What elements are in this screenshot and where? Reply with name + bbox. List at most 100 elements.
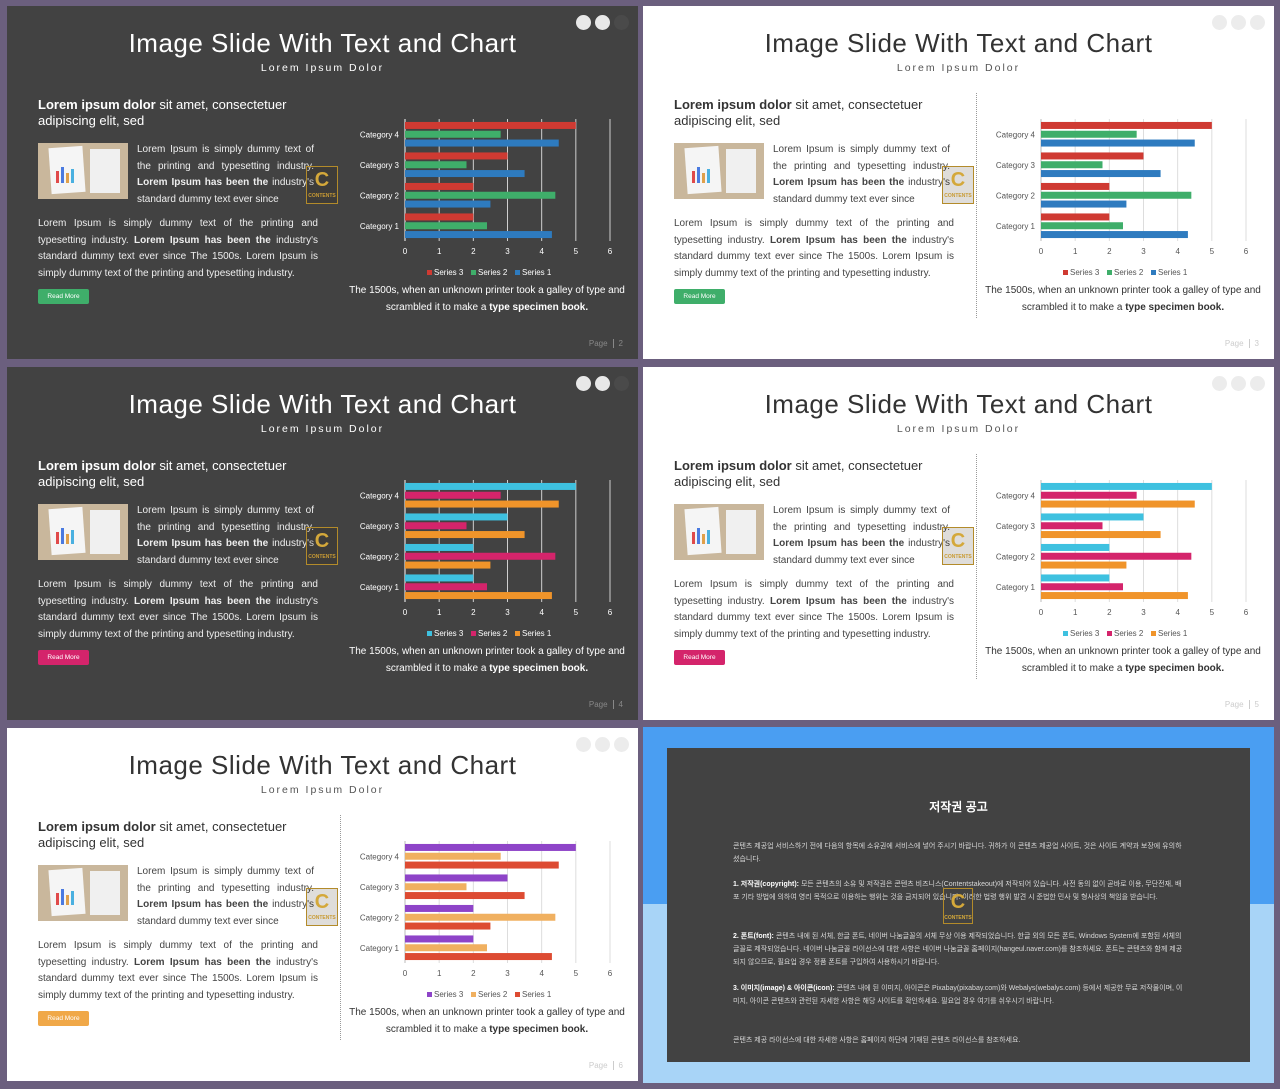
bar-series-2-category-4 — [405, 852, 501, 860]
bar-series-3-category-2 — [405, 182, 474, 190]
read-more-button[interactable]: Read More — [38, 289, 89, 304]
page-number-value: 4 — [618, 699, 623, 709]
x-tick-label: 3 — [505, 608, 510, 617]
toolbar-icons — [1212, 376, 1265, 391]
bar-series-2-category-2 — [405, 552, 556, 560]
slide-subtitle: Lorem Ipsum Dolor — [896, 423, 1021, 435]
more-icon[interactable] — [614, 15, 629, 30]
toolbar-icons — [576, 737, 629, 752]
share-icon[interactable] — [1212, 15, 1227, 30]
bar-series-2-category-3 — [405, 883, 467, 891]
x-tick-label: 2 — [471, 608, 476, 617]
x-tick-label: 0 — [403, 608, 408, 617]
more-icon[interactable] — [614, 376, 629, 391]
logo-caption: CONTENTS — [308, 915, 336, 921]
lead-heading-rest: sit amet, consectetuer adipiscing elit, … — [38, 819, 287, 850]
category-label: Category 2 — [996, 191, 1036, 200]
side-paragraph: Lorem Ipsum is simply dummy text of the … — [137, 864, 314, 930]
chart-caption-bold: type specimen book. — [1125, 663, 1225, 674]
category-label: Category 4 — [360, 491, 400, 500]
share-icon[interactable] — [576, 376, 591, 391]
chart-caption: The 1500s, when an unknown printer took … — [347, 282, 627, 316]
slide-subtitle: Lorem Ipsum Dolor — [896, 62, 1021, 74]
x-tick-label: 6 — [608, 247, 613, 256]
side-text-2: industry's standard dummy text ever sinc… — [773, 177, 950, 205]
body-text-1: Lorem Ipsum is simply dummy text of the … — [38, 218, 318, 246]
read-more-button[interactable]: Read More — [38, 1011, 89, 1026]
download-icon[interactable] — [595, 376, 610, 391]
more-icon[interactable] — [1250, 376, 1265, 391]
legend-swatch — [471, 631, 476, 636]
legend-label: Series 3 — [1070, 629, 1100, 637]
bar-series-1-category-1 — [405, 953, 552, 961]
side-text-1: Lorem Ipsum is simply dummy text of the … — [137, 144, 314, 172]
watermark-logo-icon: C CONTENTS — [306, 166, 338, 204]
x-tick-label: 1 — [1073, 247, 1078, 256]
page-separator — [612, 339, 614, 348]
x-tick-label: 3 — [1141, 247, 1146, 256]
bar-series-2-category-2 — [405, 191, 556, 199]
bar-series-3-category-2 — [405, 904, 474, 912]
page-number: Page 3 — [1225, 339, 1259, 348]
side-text-bold: Lorem Ipsum has been the — [773, 538, 905, 549]
bar-series-1-category-2 — [405, 561, 491, 569]
download-icon[interactable] — [1231, 376, 1246, 391]
chart-caption: The 1500s, when an unknown printer took … — [347, 1004, 627, 1038]
lead-heading-rest: sit amet, consectetuer adipiscing elit, … — [674, 97, 923, 128]
toolbar-icons — [576, 376, 629, 391]
logo-caption: CONTENTS — [944, 193, 972, 199]
watermark-logo-icon: C CONTENTS — [306, 527, 338, 565]
bar-series-2-category-1 — [1041, 222, 1123, 230]
body-text-2: industry's standard dummy text ever sinc… — [38, 956, 318, 1001]
body-text-bold: Lorem Ipsum has been the — [134, 956, 271, 968]
logo-letter: C — [314, 891, 330, 913]
share-icon[interactable] — [576, 737, 591, 752]
bar-series-3-category-3 — [405, 513, 508, 521]
logo-letter: C — [314, 169, 330, 191]
read-more-button[interactable]: Read More — [38, 650, 89, 665]
share-icon[interactable] — [1212, 376, 1227, 391]
bar-series-2-category-2 — [405, 913, 556, 921]
legend-swatch — [471, 992, 476, 997]
lead-heading-rest: sit amet, consectetuer adipiscing elit, … — [674, 458, 923, 489]
chart-caption-bold: type specimen book. — [489, 663, 589, 674]
slide-4: Image Slide With Text and Chart Lorem Ips… — [7, 367, 638, 720]
side-text-2: industry's standard dummy text ever sinc… — [137, 177, 314, 205]
more-icon[interactable] — [614, 737, 629, 752]
bar-series-2-category-4 — [1041, 130, 1137, 138]
read-more-button[interactable]: Read More — [674, 289, 725, 304]
slide-title: Image Slide With Text and Chart — [764, 389, 1153, 419]
side-text-bold: Lorem Ipsum has been the — [137, 899, 269, 910]
bar-series-1-category-1 — [405, 231, 552, 239]
body-text-1: Lorem Ipsum is simply dummy text of the … — [38, 579, 318, 607]
legend-label: Series 3 — [1070, 268, 1100, 276]
bar-series-3-category-3 — [405, 874, 508, 882]
bar-series-3-category-1 — [405, 935, 474, 943]
bar-series-3-category-1 — [1041, 574, 1110, 582]
chart-caption-text: The 1500s, when an unknown printer took … — [349, 285, 625, 313]
logo-caption: CONTENTS — [308, 193, 336, 199]
legend-swatch — [427, 992, 432, 997]
page-number-value: 6 — [618, 1060, 623, 1070]
bar-series-2-category-3 — [1041, 522, 1103, 530]
x-tick-label: 3 — [1141, 608, 1146, 617]
document-thumbnail-image — [38, 865, 128, 921]
chart-caption-bold: type specimen book. — [1125, 302, 1225, 313]
bar-series-3-category-4 — [405, 121, 576, 129]
chart-caption-text: The 1500s, when an unknown printer took … — [985, 285, 1261, 313]
download-icon[interactable] — [1231, 15, 1246, 30]
bar-series-3-category-1 — [1041, 213, 1110, 221]
bar-series-3-category-4 — [1041, 482, 1212, 490]
more-icon[interactable] — [1250, 15, 1265, 30]
read-more-button[interactable]: Read More — [674, 650, 725, 665]
legend-label: Series 1 — [522, 990, 552, 998]
share-icon[interactable] — [576, 15, 591, 30]
download-icon[interactable] — [595, 737, 610, 752]
document-thumbnail-image — [674, 504, 764, 560]
bar-series-1-category-2 — [405, 922, 491, 930]
bar-series-1-category-4 — [1041, 139, 1195, 147]
legend-label: Series 3 — [434, 629, 464, 637]
download-icon[interactable] — [595, 15, 610, 30]
lead-heading-bold: Lorem ipsum dolor — [38, 819, 156, 834]
slide-subtitle: Lorem Ipsum Dolor — [260, 62, 385, 74]
